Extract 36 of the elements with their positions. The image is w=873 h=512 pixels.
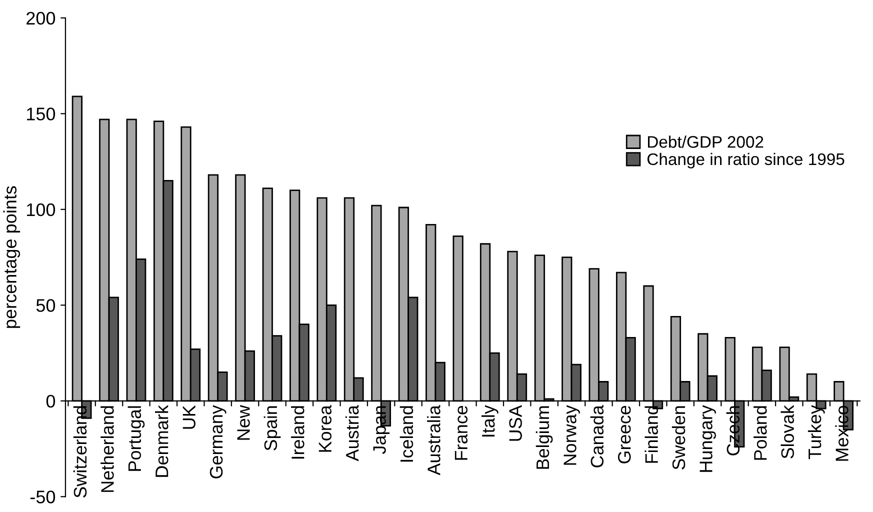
x-tick-label: Mexico <box>835 406 848 461</box>
x-tick-label: Spain <box>264 406 281 450</box>
x-tick-label: Denmark <box>155 405 168 477</box>
x-tick-label: Finland <box>644 406 658 463</box>
x-tick-label: Poland <box>754 406 767 460</box>
y-axis-title: percentage points <box>3 186 20 328</box>
x-tick-label: Greece <box>618 406 631 464</box>
x-tick-label: New <box>237 405 250 440</box>
x-tick-label: Belgium <box>536 406 553 469</box>
x-tick-label: Hungary <box>700 405 716 472</box>
x-tick-label: Iceland <box>400 406 414 462</box>
x-tick-label: USA <box>509 405 522 441</box>
x-tick-label: Sweden <box>672 406 686 470</box>
y-tick-label: 0 <box>46 394 56 408</box>
y-tick-label: -50 <box>30 490 56 504</box>
y-tick-label: 150 <box>27 108 56 120</box>
x-tick-label: Italy <box>481 405 498 437</box>
x-tick-label: Slovak <box>780 405 794 458</box>
x-tick-label: UK <box>182 405 196 429</box>
legend-label: Debt/GDP 2002 <box>648 136 764 148</box>
x-tick-label: Ireland <box>291 406 304 459</box>
x-tick-label: Australia <box>427 405 440 476</box>
x-tick-label: Portugal <box>128 406 145 471</box>
x-tick-label: Austria <box>345 405 359 462</box>
y-tick-label: 100 <box>27 203 56 216</box>
x-tick-label: Canada <box>590 405 604 468</box>
x-tick-label: Korea <box>318 405 332 452</box>
legend-label: Change in ratio since 1995 <box>647 152 844 168</box>
x-tick-label: Turkey <box>808 405 825 460</box>
x-tick-label: Germany <box>210 405 226 478</box>
x-tick-label: Switzerland <box>73 406 87 498</box>
x-tick-label: France <box>454 406 468 460</box>
x-tick-label: Netherland <box>100 406 114 492</box>
x-tick-label: Norway <box>564 405 580 465</box>
y-tick-label: 50 <box>36 299 56 312</box>
y-tick-label: 200 <box>26 12 56 25</box>
